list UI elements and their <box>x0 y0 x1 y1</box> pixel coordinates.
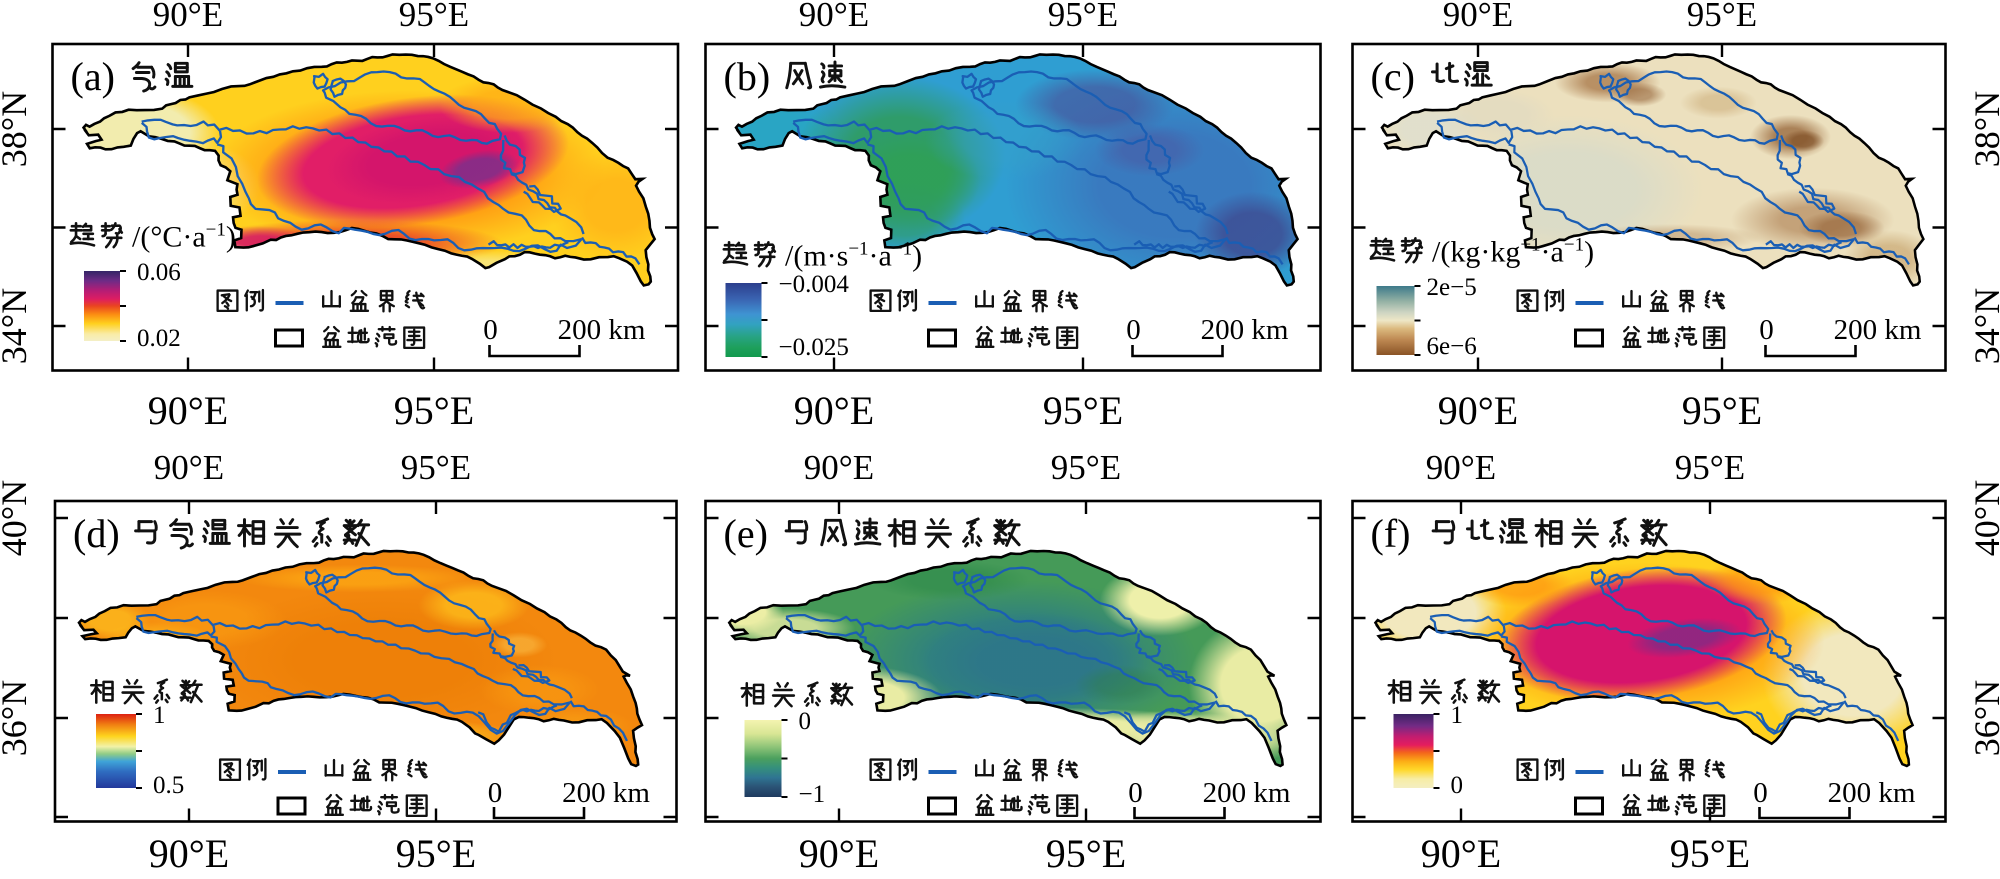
svg-text:90°E: 90°E <box>154 448 224 487</box>
svg-text:(d): (d) <box>73 511 120 556</box>
svg-text:95°E: 95°E <box>1043 388 1123 433</box>
svg-text:95°E: 95°E <box>1048 0 1118 34</box>
svg-text:90°E: 90°E <box>1438 388 1518 433</box>
svg-text:90°E: 90°E <box>148 388 228 433</box>
svg-text:−0.004: −0.004 <box>779 271 850 298</box>
svg-text:90°E: 90°E <box>799 831 879 874</box>
svg-text:90°E: 90°E <box>153 0 223 34</box>
svg-text:−1: −1 <box>799 781 826 808</box>
svg-text:(a): (a) <box>71 54 115 99</box>
svg-text:(b): (b) <box>724 54 771 99</box>
svg-text:34°N: 34°N <box>1967 288 2000 364</box>
svg-text:0: 0 <box>799 708 812 735</box>
svg-text:1: 1 <box>1451 702 1464 729</box>
svg-text:90°E: 90°E <box>799 0 869 34</box>
svg-text:95°E: 95°E <box>1675 448 1745 487</box>
svg-text:/(kg·kg−1·a−1): /(kg·kg−1·a−1) <box>1432 235 1594 269</box>
svg-text:2e−5: 2e−5 <box>1427 274 1477 301</box>
svg-text:95°E: 95°E <box>396 831 476 874</box>
svg-text:200 km: 200 km <box>1828 777 1916 809</box>
svg-text:36°N: 36°N <box>1967 680 2000 756</box>
svg-text:0.5: 0.5 <box>153 772 184 799</box>
svg-text:(e): (e) <box>724 511 768 556</box>
svg-text:0: 0 <box>1126 314 1141 346</box>
svg-text:0: 0 <box>1759 314 1774 346</box>
svg-text:−0.025: −0.025 <box>779 334 849 361</box>
svg-text:90°E: 90°E <box>1426 448 1496 487</box>
svg-text:95°E: 95°E <box>1051 448 1121 487</box>
svg-text:0.02: 0.02 <box>137 325 181 352</box>
svg-text:200 km: 200 km <box>562 777 650 809</box>
svg-text:0: 0 <box>483 314 498 346</box>
svg-text:200 km: 200 km <box>1834 314 1922 346</box>
svg-text:200 km: 200 km <box>1203 777 1291 809</box>
svg-text:0.06: 0.06 <box>137 259 181 286</box>
svg-text:38°N: 38°N <box>0 91 34 167</box>
svg-text:36°N: 36°N <box>0 680 34 756</box>
svg-text:1: 1 <box>153 702 166 729</box>
svg-text:95°E: 95°E <box>1687 0 1757 34</box>
svg-text:0: 0 <box>1451 772 1464 799</box>
svg-text:6e−6: 6e−6 <box>1427 333 1477 360</box>
svg-text:95°E: 95°E <box>394 388 474 433</box>
svg-text:90°E: 90°E <box>1421 831 1501 874</box>
svg-text:200 km: 200 km <box>558 314 646 346</box>
svg-text:95°E: 95°E <box>1682 388 1762 433</box>
svg-text:34°N: 34°N <box>0 288 34 364</box>
svg-text:95°E: 95°E <box>1670 831 1750 874</box>
svg-text:90°E: 90°E <box>804 448 874 487</box>
svg-text:95°E: 95°E <box>401 448 471 487</box>
svg-text:0: 0 <box>1128 777 1143 809</box>
svg-text:200 km: 200 km <box>1201 314 1289 346</box>
svg-text:95°E: 95°E <box>399 0 469 34</box>
svg-text:(c): (c) <box>1371 54 1415 99</box>
svg-text:0: 0 <box>1753 777 1768 809</box>
svg-text:90°E: 90°E <box>1443 0 1513 34</box>
svg-text:0: 0 <box>488 777 503 809</box>
svg-text:(f): (f) <box>1371 511 1411 556</box>
svg-text:40°N: 40°N <box>1967 480 2000 556</box>
svg-text:90°E: 90°E <box>794 388 874 433</box>
svg-text:90°E: 90°E <box>149 831 229 874</box>
svg-text:95°E: 95°E <box>1046 831 1126 874</box>
svg-text:40°N: 40°N <box>0 480 34 556</box>
svg-text:38°N: 38°N <box>1967 91 2000 167</box>
